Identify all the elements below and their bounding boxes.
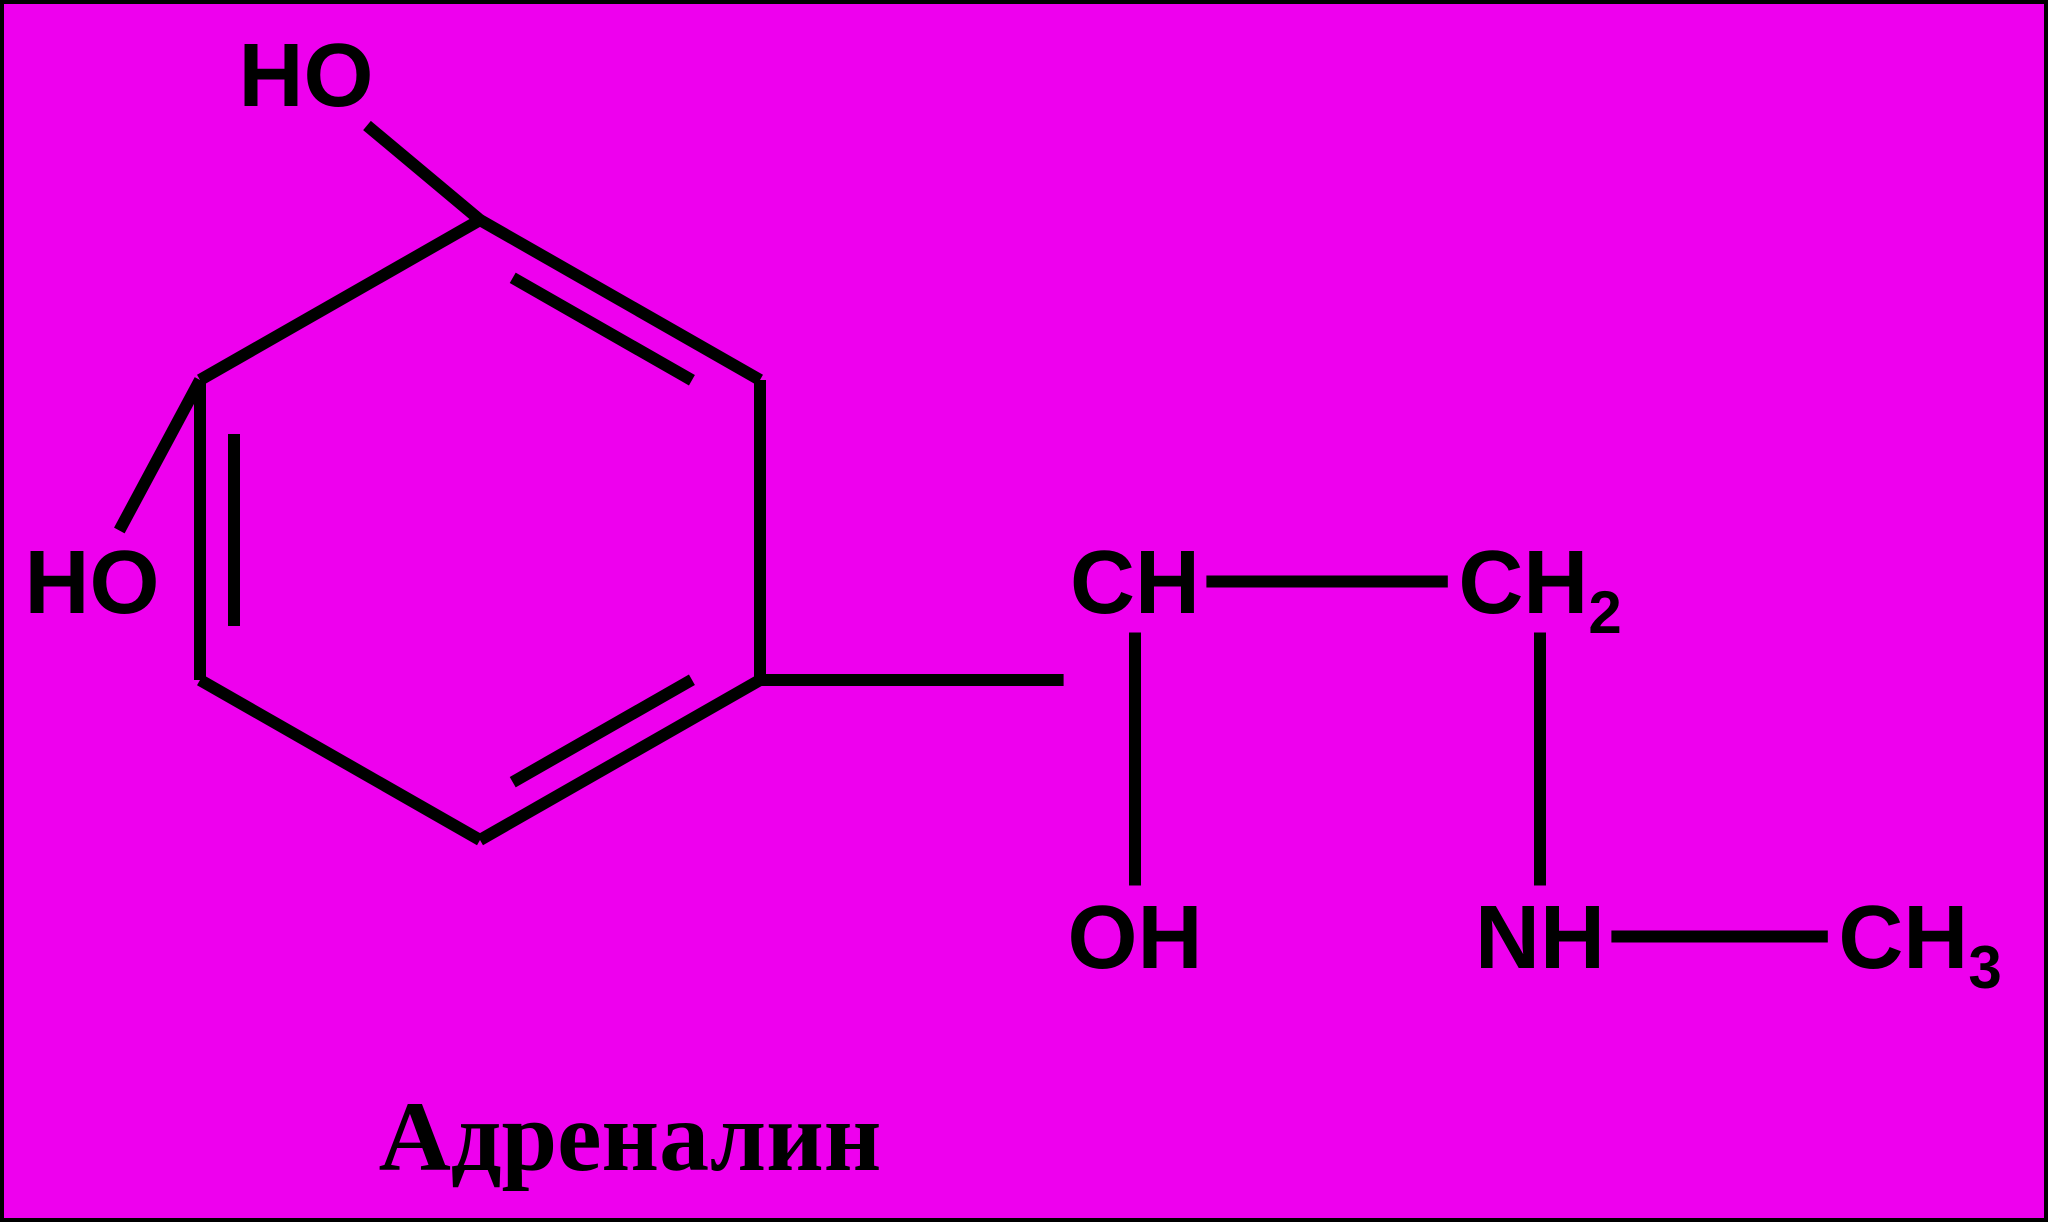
structure-svg: HOHOCHCH2OHNHCH3Адреналин xyxy=(0,0,2048,1222)
label-ch: CH xyxy=(1070,533,1200,633)
label-nh: NH xyxy=(1475,888,1605,988)
label-ho-top: HO xyxy=(239,26,374,126)
label-ho-left: HO xyxy=(25,533,160,633)
chemical-structure-diagram: HOHOCHCH2OHNHCH3Адреналин xyxy=(0,0,2048,1222)
compound-name: Адреналин xyxy=(379,1081,882,1192)
label-oh: OH xyxy=(1068,888,1203,988)
